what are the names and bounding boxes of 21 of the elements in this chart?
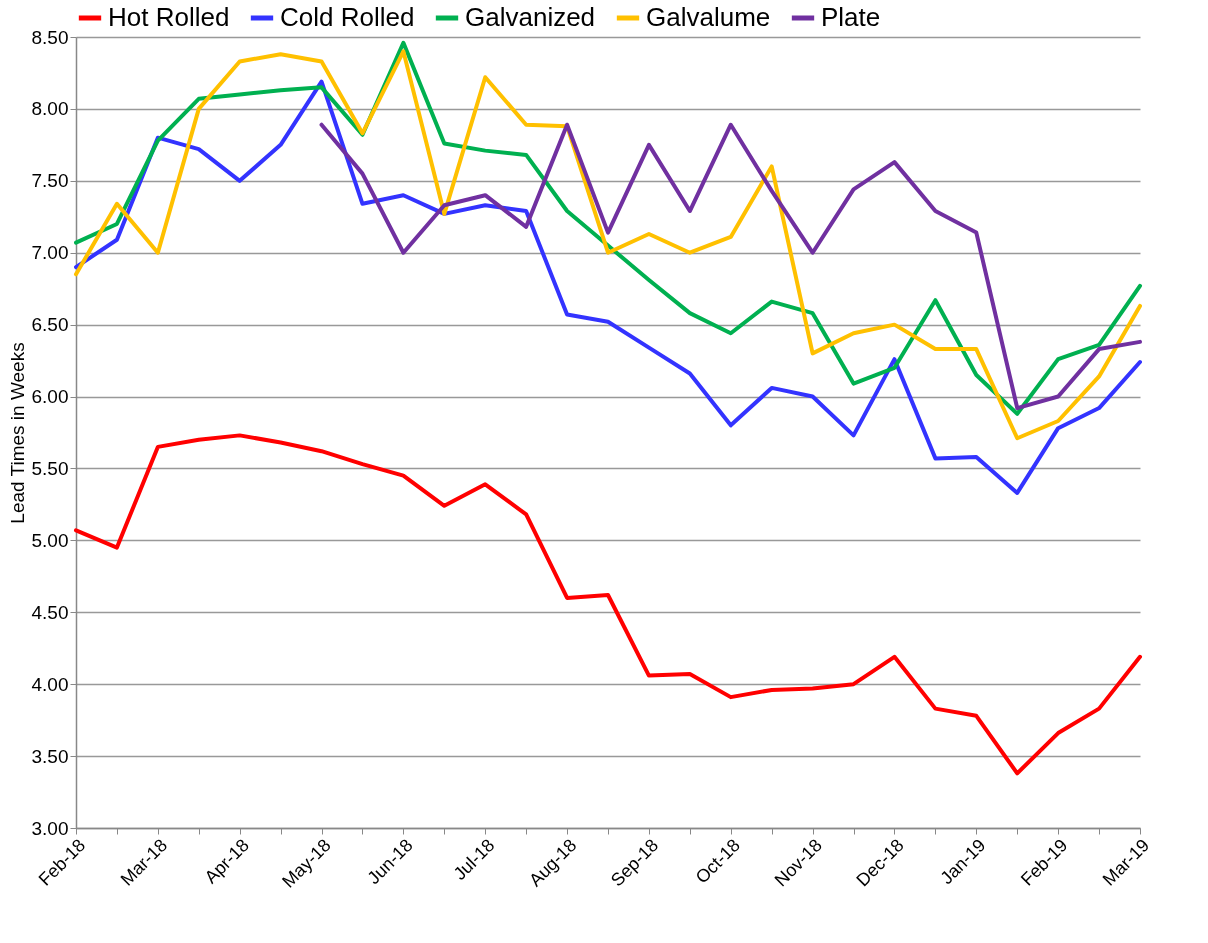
legend-label: Hot Rolled [108, 2, 230, 32]
y-tick-label: 8.50 [31, 26, 69, 48]
y-tick-label: 4.00 [31, 673, 69, 695]
y-axis-title: Lead Times in Weeks [6, 342, 28, 524]
line-series [74, 433, 1142, 776]
legend-label: Galvanized [465, 2, 596, 32]
y-tick-label: 6.00 [31, 386, 69, 408]
y-tick-label: 3.00 [31, 817, 69, 839]
y-tick-label: 8.00 [31, 98, 69, 120]
legend-label: Plate [821, 2, 881, 32]
y-tick-label: 3.50 [31, 745, 69, 767]
legend-label: Galvalume [646, 2, 771, 32]
y-tick-label: 6.50 [31, 314, 69, 336]
line-series [319, 122, 1142, 411]
y-tick-label: 7.00 [31, 242, 69, 264]
y-tick-label: 4.50 [31, 601, 69, 623]
y-tick-label: 7.50 [31, 170, 69, 192]
y-tick-label: 5.50 [31, 457, 69, 479]
legend-label: Cold Rolled [280, 2, 415, 32]
line-series [74, 79, 1142, 495]
y-tick-label: 5.00 [31, 529, 69, 551]
